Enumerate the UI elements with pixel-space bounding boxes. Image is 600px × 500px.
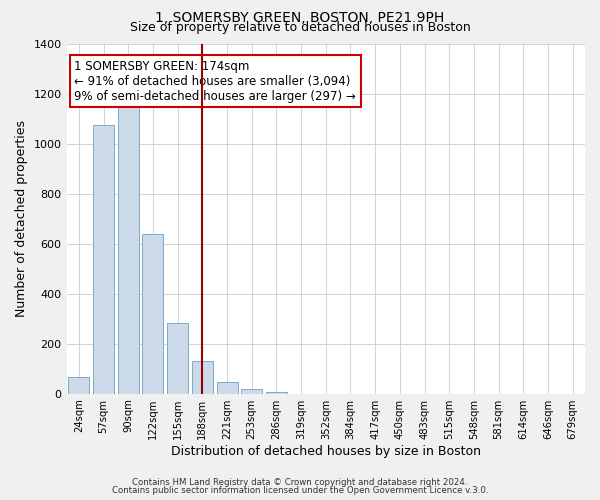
Bar [167, 322, 188, 394]
Bar [68, 378, 89, 394]
Bar [217, 382, 238, 394]
Text: Contains public sector information licensed under the Open Government Licence v.: Contains public sector information licen… [112, 486, 488, 495]
Bar [266, 392, 287, 394]
Bar [192, 361, 213, 394]
Bar [241, 388, 262, 394]
Bar [142, 234, 163, 394]
Text: 1 SOMERSBY GREEN: 174sqm
← 91% of detached houses are smaller (3,094)
9% of semi: 1 SOMERSBY GREEN: 174sqm ← 91% of detach… [74, 60, 356, 102]
Bar [93, 125, 114, 394]
Text: Contains HM Land Registry data © Crown copyright and database right 2024.: Contains HM Land Registry data © Crown c… [132, 478, 468, 487]
Bar [118, 105, 139, 394]
Y-axis label: Number of detached properties: Number of detached properties [15, 120, 28, 318]
X-axis label: Distribution of detached houses by size in Boston: Distribution of detached houses by size … [171, 444, 481, 458]
Text: 1, SOMERSBY GREEN, BOSTON, PE21 9PH: 1, SOMERSBY GREEN, BOSTON, PE21 9PH [155, 11, 445, 25]
Text: Size of property relative to detached houses in Boston: Size of property relative to detached ho… [130, 22, 470, 35]
